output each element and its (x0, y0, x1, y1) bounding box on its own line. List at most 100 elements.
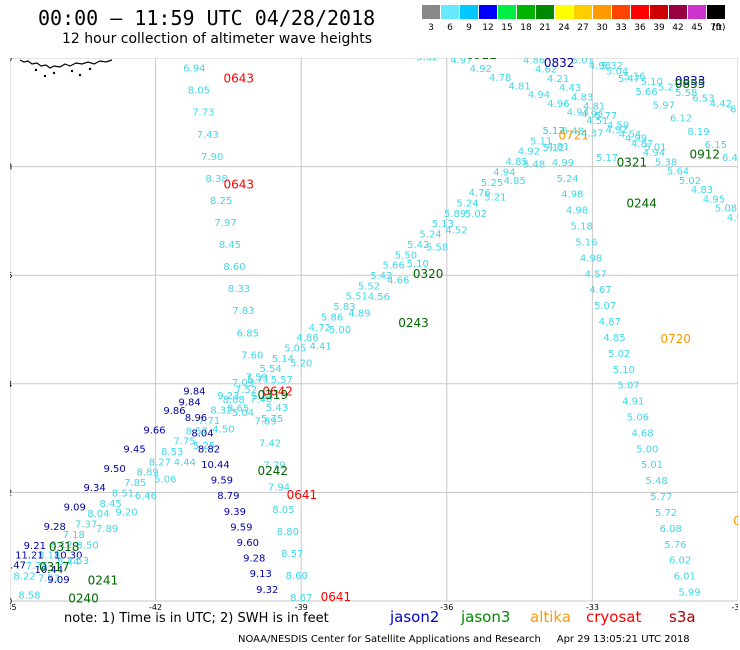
colorbar-swatch (612, 5, 630, 19)
colorbar-label: 42 (672, 23, 684, 33)
wave-height-value: 8.60 (223, 262, 245, 273)
wave-height-value: 4.78 (489, 73, 511, 84)
wave-height-value: 4.37 (581, 129, 603, 140)
wave-height-value: 5.24 (556, 174, 578, 185)
wave-height-value: 6.85 (237, 328, 259, 339)
colorbar-swatch (707, 5, 725, 19)
wave-height-value: 6.53 (692, 93, 714, 104)
colorbar-label: 21 (539, 23, 551, 33)
longitude-label: -33 (586, 603, 599, 610)
wave-height-value: 5.32 (601, 61, 623, 72)
satellite-legend-s3a: s3a (669, 608, 696, 626)
wave-height-value: 8.27 (149, 457, 171, 468)
colorbar-label: 12 (482, 23, 494, 33)
wave-height-value: 5.01 (572, 58, 594, 66)
wave-height-value: 5.50 (395, 250, 417, 261)
wave-height-value: 6.45 (722, 153, 738, 164)
wave-height-value: 5.17 (596, 153, 618, 164)
pass-time-label: 0317 (39, 560, 70, 574)
wave-height-value: 5.18 (571, 222, 593, 233)
wave-height-value: 5.20 (290, 358, 312, 369)
colorbar-swatch (650, 5, 668, 19)
wave-height-value: 5.21 (484, 193, 506, 204)
wave-height-value: 4.93 (581, 110, 603, 121)
pass-time-label: 0243 (398, 316, 429, 330)
wave-height-value: 5.75 (261, 414, 283, 425)
pass-time-label: 0720 (660, 332, 691, 346)
wave-height-value: 5.25 (481, 178, 503, 189)
wave-height-value: 4.42 (710, 99, 732, 110)
wave-height-value: 4.81 (583, 102, 605, 113)
wave-height-value: 4.86 (296, 333, 318, 344)
satellite-legend-cryosat: cryosat (586, 608, 642, 626)
wave-height-value: 8.44 (57, 557, 79, 568)
wave-height-value: 5.51 (346, 292, 368, 303)
wave-height-value: 6.01 (674, 572, 696, 583)
colorbar-label: 39 (653, 23, 665, 33)
wave-height-value: 7.42 (259, 439, 281, 450)
wave-height-value: 5.02 (679, 176, 701, 187)
pass-time-label: 0318 (49, 540, 80, 554)
colorbar-swatch (460, 5, 478, 19)
wave-height-value: 8.89 (136, 468, 158, 479)
wave-height-value: 10.44 (35, 565, 64, 576)
pass-time-label: 0855 (675, 77, 706, 91)
colorbar-swatch (669, 5, 687, 19)
wave-height-value: 9.28 (243, 554, 265, 565)
wave-height-value: 5.13 (542, 126, 564, 137)
pass-time-label: 0832 (544, 58, 575, 70)
latitude-label: 50 (10, 597, 12, 606)
wave-height-value: 8.65 (227, 403, 249, 414)
wave-height-value: 8.53 (161, 447, 183, 458)
pass-time-label: 0321 (617, 156, 648, 170)
map-grid: -45 -42 -39 -36 -33 -30 60 58 56 54 52 50 (10, 58, 738, 610)
colorbar-swatch (593, 5, 611, 19)
longitude-label: -30 (731, 603, 738, 610)
pass-time-label: 0643 (224, 177, 255, 191)
wave-height-value: 5.34 (251, 391, 273, 402)
wave-height-value: 10.44 (201, 460, 230, 471)
wave-height-value: 7.75 (26, 561, 48, 572)
wave-height-value: 5.83 (333, 302, 355, 313)
wave-height-value: 8.80 (277, 527, 299, 538)
latitude-label: 58 (10, 163, 12, 172)
wave-height-value: 5.11 (530, 136, 552, 147)
wave-height-value: 5.97 (653, 100, 675, 111)
wave-height-value: 9.13 (250, 569, 272, 580)
wave-height-value: 5.16 (623, 72, 645, 83)
colorbar-label: 15 (501, 23, 513, 33)
wave-height-value: 4.87 (631, 139, 653, 150)
wave-height-value: 6.15 (705, 140, 727, 151)
wave-height-value: 5.01 (641, 460, 663, 471)
wave-height-value: 6.08 (660, 524, 682, 535)
wave-height-value: 4.81 (547, 142, 569, 153)
colorbar-swatch (536, 5, 554, 19)
wave-height-value: 4.98 (580, 253, 602, 264)
wave-height-value: 5.14 (272, 354, 294, 365)
wave-height-value: 4.98 (561, 190, 583, 201)
wave-height-value: 5.07 (594, 301, 616, 312)
colorbar-swatch (555, 5, 573, 19)
wave-height-value: 4.94 (493, 167, 515, 178)
wave-height-value: 4.94 (567, 108, 589, 119)
latitude-label: 56 (10, 271, 12, 280)
wave-height-value: 5.71 (247, 375, 269, 386)
wave-height-value: 4.76 (469, 188, 491, 199)
pass-time-label: 0244 (626, 196, 657, 210)
wave-height-value: 8.50 (77, 541, 99, 552)
wave-height-value: 9.59 (230, 522, 252, 533)
wave-height-value: 10.30 (54, 551, 83, 562)
wave-height-value: 8.67 (290, 593, 312, 604)
wave-height-value: 7.53 (67, 556, 89, 567)
island-dot (52, 71, 56, 75)
pass-time-label: 0912 (689, 147, 720, 161)
wave-height-value: 4.50 (212, 425, 234, 436)
wave-height-value: 7.85 (124, 478, 146, 489)
pass-time-label: 0911 (466, 58, 497, 62)
wave-height-value: 4.67 (589, 285, 611, 296)
wave-height-value: 4.98 (566, 206, 588, 217)
wave-height-value: 4.92 (518, 147, 540, 158)
colorbar-swatch (422, 5, 440, 19)
colorbar-swatch (631, 5, 649, 19)
wave-height-value: 5.25 (193, 441, 215, 452)
